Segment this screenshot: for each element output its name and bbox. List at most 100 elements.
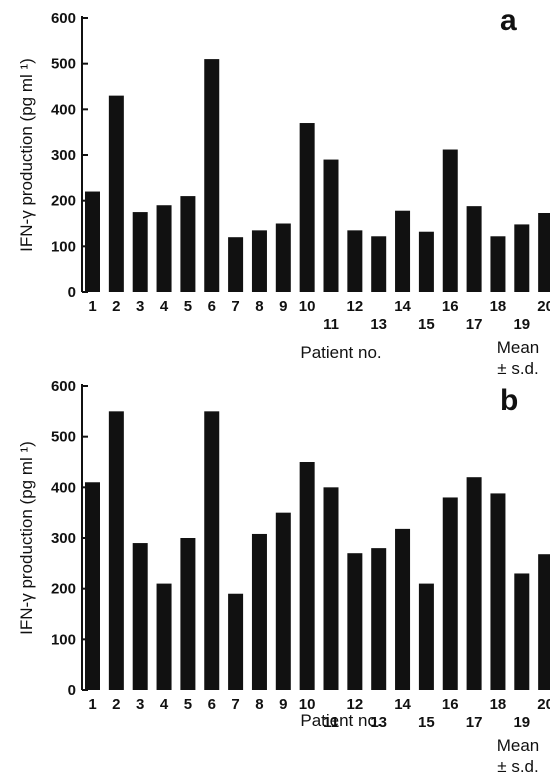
y-tick-label: 300: [51, 147, 76, 164]
category-label: 16: [442, 298, 459, 315]
category-label: 4: [160, 298, 169, 315]
category-label: 8: [255, 298, 263, 315]
y-tick-label: 400: [51, 101, 76, 118]
bar: [180, 538, 196, 690]
bar: [204, 59, 220, 292]
bar: [204, 411, 220, 690]
y-tick-label: 500: [51, 429, 76, 446]
category-label: 9: [279, 696, 287, 713]
y-tick-label: 600: [51, 378, 76, 395]
bar: [275, 223, 291, 292]
y-tick-label: 300: [51, 530, 76, 547]
bar: [156, 583, 172, 690]
category-label: 10: [299, 696, 316, 713]
y-axis-title: IFN-γ production (pg ml ¹): [17, 58, 36, 252]
category-label: 7: [231, 298, 239, 315]
bar: [371, 236, 387, 292]
bar: [514, 573, 530, 690]
category-label: 13: [370, 714, 387, 731]
bar: [323, 487, 339, 690]
y-tick-label: 100: [51, 631, 76, 648]
panel-letter: b: [500, 384, 518, 417]
category-label: 6: [208, 298, 216, 315]
bar: [347, 230, 363, 292]
bar: [85, 191, 100, 292]
category-label: 14: [394, 696, 411, 713]
sd-label: ± s.d.: [497, 359, 538, 378]
category-label: 1: [88, 298, 96, 315]
category-label: 8: [255, 696, 263, 713]
bar: [347, 553, 363, 690]
category-label: 6: [208, 696, 216, 713]
y-axis-title: IFN-γ production (pg ml ¹): [17, 441, 36, 635]
mean-label: Mean: [497, 338, 540, 357]
bar: [299, 462, 315, 690]
bar: [85, 482, 100, 690]
category-label: 20: [537, 298, 550, 315]
y-tick-label: 100: [51, 238, 76, 255]
category-label: 11: [323, 316, 339, 333]
panel-letter: a: [500, 4, 517, 37]
category-label: 15: [418, 316, 435, 333]
category-label: 5: [184, 696, 192, 713]
bar: [132, 212, 148, 292]
category-label: 16: [442, 696, 459, 713]
y-tick-label: 0: [68, 284, 76, 301]
bar: [108, 95, 124, 292]
category-label: 20: [537, 696, 550, 713]
bar: [514, 224, 530, 292]
bar: [275, 512, 291, 690]
bar: [108, 411, 124, 690]
category-label: 12: [347, 298, 364, 315]
y-tick-label: 200: [51, 581, 76, 598]
y-tick-label: 500: [51, 56, 76, 73]
bar: [395, 210, 411, 292]
category-label: 14: [394, 298, 411, 315]
bar: [299, 123, 315, 293]
category-label: 3: [136, 298, 144, 315]
bar: [180, 196, 196, 292]
bar: [490, 493, 506, 690]
y-tick-label: 200: [51, 193, 76, 210]
category-label: 10: [299, 298, 316, 315]
category-label: 5: [184, 298, 192, 315]
category-label: 15: [418, 714, 435, 731]
bar: [466, 206, 482, 292]
category-label: 12: [347, 696, 364, 713]
bar: [442, 149, 458, 292]
category-label: 2: [112, 696, 120, 713]
bar: [395, 528, 411, 690]
category-label: 3: [136, 696, 144, 713]
bar: [251, 533, 267, 690]
bar: [156, 205, 172, 292]
category-label: 17: [466, 714, 483, 731]
bar: [466, 477, 482, 690]
bar: [228, 237, 244, 292]
bar: [371, 548, 387, 690]
sd-label: ± s.d.: [497, 757, 538, 776]
bar: [228, 593, 244, 690]
category-label: 18: [490, 298, 507, 315]
x-axis-title: Patient no.: [300, 343, 381, 362]
bar: [442, 497, 458, 690]
category-label: 9: [279, 298, 287, 315]
x-axis-title: Patient no.: [300, 711, 381, 730]
y-tick-label: 0: [68, 682, 76, 699]
category-label: 7: [231, 696, 239, 713]
y-tick-label: 400: [51, 479, 76, 496]
category-label: 19: [513, 714, 530, 731]
bar: [251, 230, 267, 292]
category-label: 13: [370, 316, 387, 333]
category-label: 11: [323, 714, 339, 731]
category-label: 18: [490, 696, 507, 713]
category-label: 4: [160, 696, 169, 713]
category-label: 19: [513, 316, 530, 333]
bar: [490, 236, 506, 292]
mean-label: Mean: [497, 736, 540, 755]
y-tick-label: 600: [51, 10, 76, 27]
bar: [323, 159, 339, 292]
bar: [538, 212, 550, 292]
